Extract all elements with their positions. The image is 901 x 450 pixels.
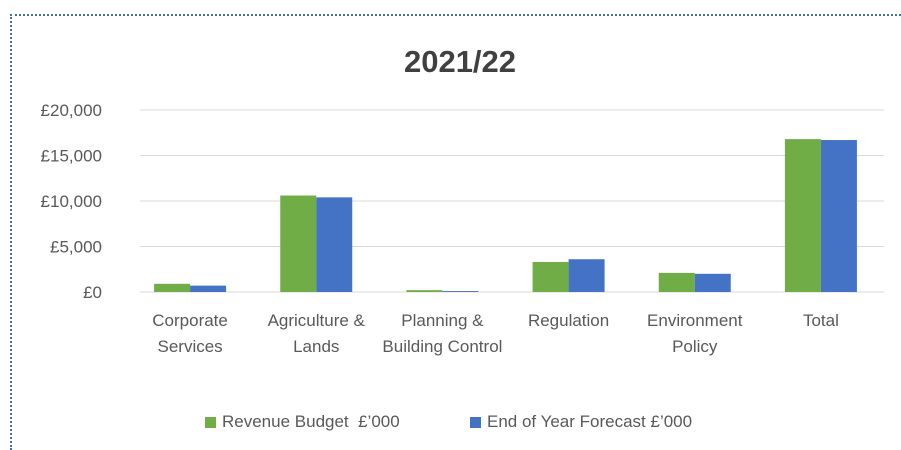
bar [820,140,857,292]
y-tick-label: £15,000 [41,147,102,166]
frame [10,14,901,450]
bar [694,273,731,292]
legend-swatch [205,416,216,428]
y-tick-label: £20,000 [41,101,102,120]
x-tick-label: Planning & Building Control [382,311,503,356]
y-tick-label: £10,000 [41,192,102,211]
bar [532,261,569,292]
x-tick-label: Regulation [527,311,610,330]
y-tick-label: £5,000 [50,238,102,257]
bar [190,285,227,292]
bar [406,290,443,292]
bar [784,139,821,292]
chart-title: 2021/22 [404,44,516,79]
bar [442,291,479,292]
y-tick-label: £0 [83,283,102,302]
legend-label: End of Year Forecast £’000 [487,412,693,431]
x-tick-label: Corporate Services [152,311,228,356]
bar [658,272,695,292]
bar [154,283,191,292]
x-tick-label: Agriculture & Lands [267,311,365,356]
bar [568,259,605,292]
legend-item: Revenue Budget £’000 [205,412,400,432]
x-tick-label: Environment Policy [647,311,743,356]
bar [280,195,317,292]
bar [316,197,353,292]
legend-item: End of Year Forecast £’000 [470,412,692,432]
x-tick-label: Total [802,311,839,330]
legend-swatch [470,416,481,428]
legend-label: Revenue Budget £’000 [222,412,400,431]
